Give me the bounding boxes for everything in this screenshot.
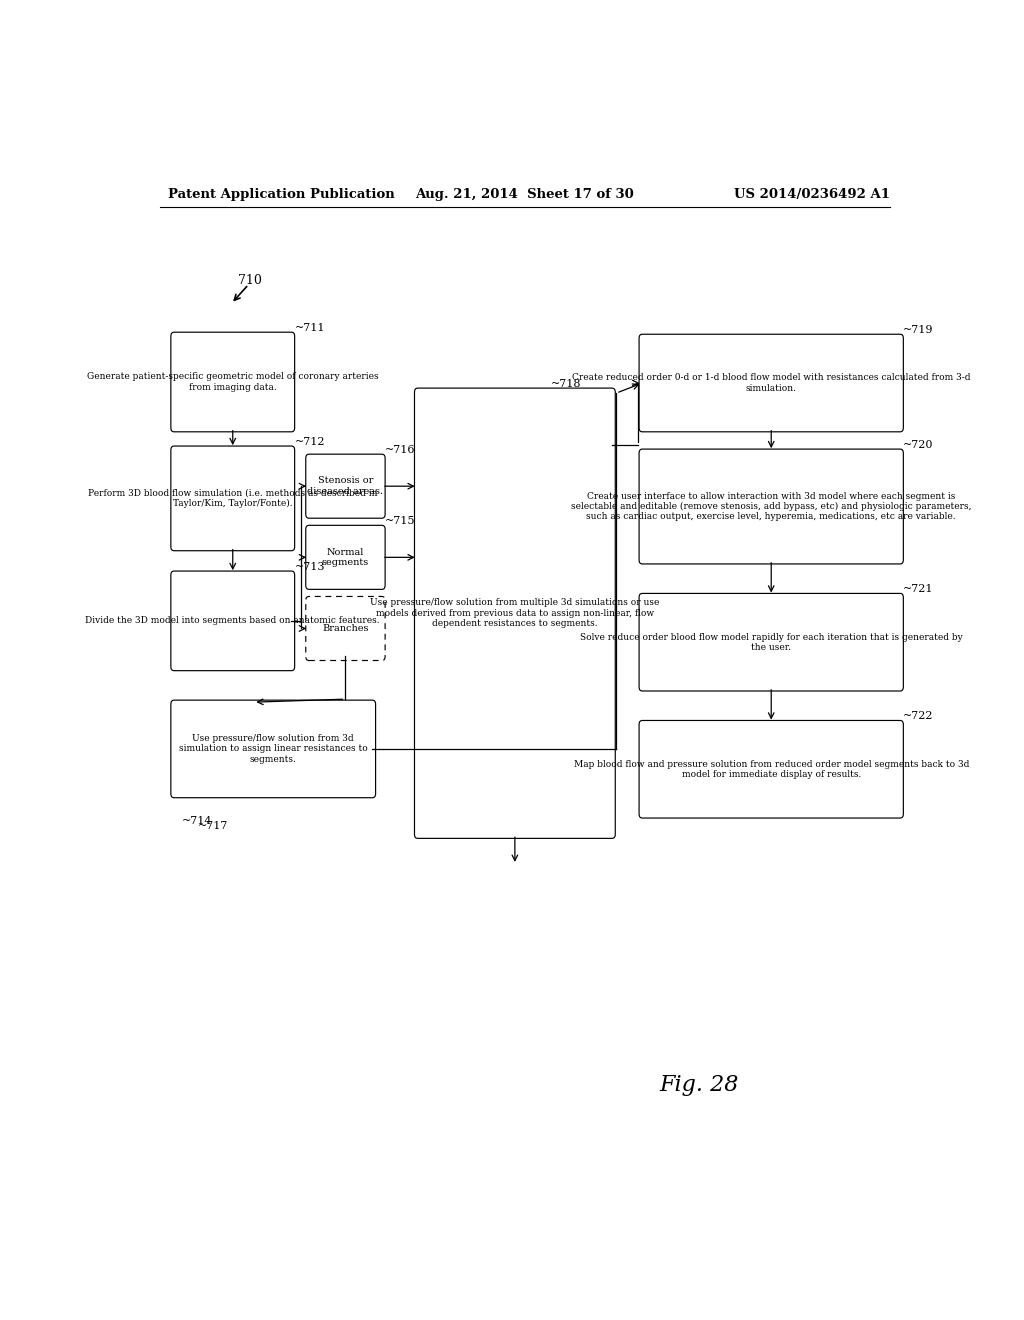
Text: Perform 3D blood flow simulation (i.e. methods as described in
Taylor/Kim, Taylo: Perform 3D blood flow simulation (i.e. m…	[88, 488, 378, 508]
Text: ~716: ~716	[385, 445, 416, 455]
FancyBboxPatch shape	[171, 572, 295, 671]
FancyBboxPatch shape	[639, 334, 903, 432]
Text: Generate patient-specific geometric model of coronary arteries
from imaging data: Generate patient-specific geometric mode…	[87, 372, 379, 392]
Text: ~714: ~714	[182, 816, 212, 826]
FancyBboxPatch shape	[171, 333, 295, 432]
Text: Map blood flow and pressure solution from reduced order model segments back to 3: Map blood flow and pressure solution fro…	[573, 759, 969, 779]
Text: Solve reduce order blood flow model rapidly for each iteration that is generated: Solve reduce order blood flow model rapi…	[580, 632, 963, 652]
FancyBboxPatch shape	[415, 388, 615, 838]
FancyBboxPatch shape	[306, 597, 385, 660]
Text: Aug. 21, 2014  Sheet 17 of 30: Aug. 21, 2014 Sheet 17 of 30	[416, 189, 634, 202]
Text: ~718: ~718	[551, 379, 581, 389]
FancyBboxPatch shape	[639, 721, 903, 818]
Text: Use pressure/flow solution from 3d
simulation to assign linear resistances to
se: Use pressure/flow solution from 3d simul…	[179, 734, 368, 764]
Text: Fig. 28: Fig. 28	[659, 1074, 739, 1097]
FancyBboxPatch shape	[171, 700, 376, 797]
FancyBboxPatch shape	[171, 446, 295, 550]
Text: Divide the 3D model into segments based on anatomic features.: Divide the 3D model into segments based …	[85, 616, 380, 626]
FancyBboxPatch shape	[306, 525, 385, 589]
Text: ~722: ~722	[903, 711, 934, 722]
Text: ~717: ~717	[198, 821, 228, 832]
Text: Branches: Branches	[323, 624, 369, 634]
Text: Use pressure/flow solution from multiple 3d simulations or use
models derived fr: Use pressure/flow solution from multiple…	[371, 598, 659, 628]
Text: ~712: ~712	[295, 437, 326, 447]
Text: Patent Application Publication: Patent Application Publication	[168, 189, 394, 202]
Text: ~721: ~721	[903, 585, 934, 594]
Text: 710: 710	[238, 273, 261, 286]
Text: Create user interface to allow interaction with 3d model where each segment is
s: Create user interface to allow interacti…	[571, 491, 972, 521]
FancyBboxPatch shape	[306, 454, 385, 519]
FancyBboxPatch shape	[639, 449, 903, 564]
Text: ~719: ~719	[903, 325, 934, 335]
FancyBboxPatch shape	[639, 594, 903, 690]
Text: US 2014/0236492 A1: US 2014/0236492 A1	[734, 189, 890, 202]
Text: ~711: ~711	[295, 323, 326, 333]
Text: Create reduced order 0-d or 1-d blood flow model with resistances calculated fro: Create reduced order 0-d or 1-d blood fl…	[572, 374, 971, 393]
Text: ~713: ~713	[295, 562, 326, 572]
Text: ~720: ~720	[903, 440, 934, 450]
Text: Normal
segments: Normal segments	[322, 548, 369, 568]
Text: Stenosis or
diseased areas.: Stenosis or diseased areas.	[307, 477, 384, 496]
Text: ~715: ~715	[385, 516, 416, 527]
